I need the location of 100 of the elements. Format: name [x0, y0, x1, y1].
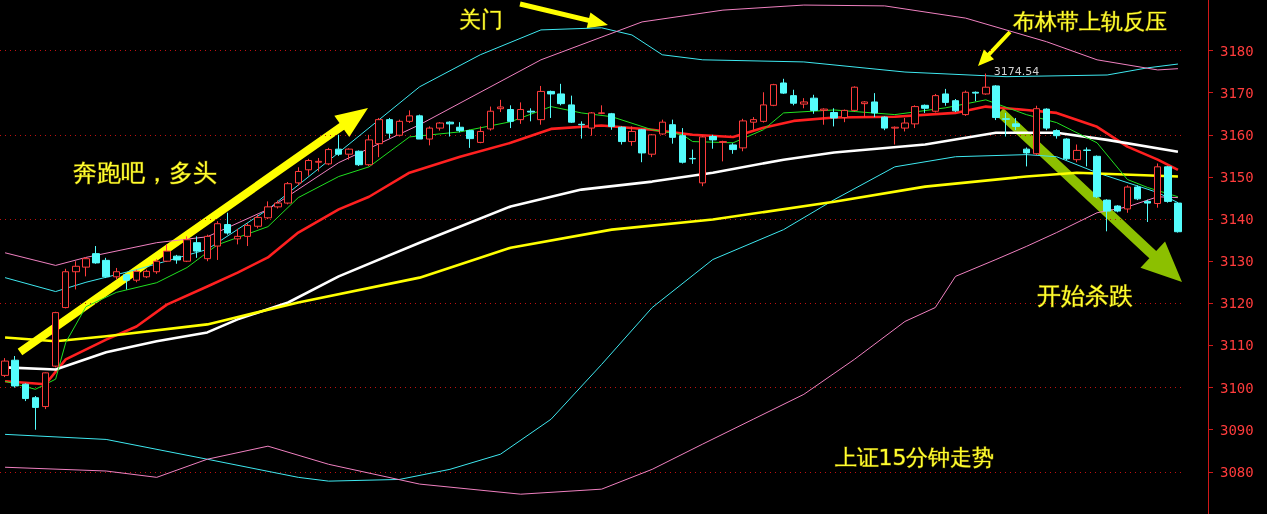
- candlestick: [204, 234, 211, 262]
- candlestick: [982, 73, 990, 96]
- candlestick: [1114, 204, 1121, 213]
- line-series: [4, 154, 1179, 482]
- candlestick: [477, 125, 484, 144]
- candlestick: [851, 85, 858, 113]
- annotation: 关门: [458, 7, 503, 32]
- candlestick: [1063, 137, 1070, 161]
- candlestick: [537, 85, 545, 126]
- candlestick: [305, 158, 312, 177]
- candlestick: [790, 89, 797, 106]
- candlestick: [507, 104, 514, 129]
- candlestick: [244, 222, 251, 247]
- candlestick: [1012, 117, 1020, 131]
- candlestick: [1103, 198, 1111, 232]
- candlestick: [52, 311, 59, 368]
- candlestick: [345, 147, 353, 161]
- y-tick-label: 3150: [1220, 168, 1254, 185]
- candlestick: [224, 212, 231, 236]
- candlestick: [608, 112, 615, 131]
- candlestick: [871, 92, 878, 118]
- candlestick: [1144, 199, 1151, 223]
- y-tick-label: 3170: [1220, 84, 1254, 101]
- candlestick: [1174, 201, 1182, 234]
- candlestick: [547, 90, 555, 119]
- line-series: [4, 196, 1179, 495]
- candlestick: [102, 257, 110, 279]
- candlestick: [911, 104, 919, 129]
- candlestick: [82, 256, 90, 277]
- candlestick: [679, 127, 686, 164]
- candlestick: [568, 95, 575, 124]
- candlestick: [780, 78, 787, 95]
- candlestick: [628, 125, 636, 147]
- candlestick: [254, 214, 262, 229]
- candlestick: [1053, 128, 1060, 140]
- candlestick: [578, 120, 585, 140]
- candlestick: [760, 91, 767, 124]
- candlestick: [1124, 184, 1131, 214]
- candlestick: [689, 149, 696, 165]
- candlestick: [497, 99, 504, 113]
- candlestick: [1093, 154, 1101, 199]
- candlestick: [699, 135, 706, 187]
- candlestick: [942, 88, 949, 107]
- candlestick: [1164, 165, 1172, 204]
- candlestick: [456, 121, 464, 133]
- candlestick: [648, 133, 656, 158]
- candlestick: [952, 98, 959, 113]
- candlestick: [11, 355, 19, 389]
- candlestick: [1023, 146, 1030, 167]
- candlestick: [1043, 107, 1050, 131]
- candlestick: [588, 111, 595, 137]
- candlestick: [598, 104, 605, 115]
- candlestick: [962, 90, 969, 117]
- candlestick: [335, 134, 342, 157]
- candlestick: [638, 128, 646, 163]
- candlestick: [659, 119, 666, 136]
- candlestick: [436, 121, 444, 132]
- annotation: 奔跑吧，多头: [72, 158, 217, 187]
- candlestick: [557, 83, 565, 106]
- y-tick-label: 3090: [1220, 421, 1254, 438]
- y-tick-label: 3140: [1220, 211, 1254, 228]
- y-tick-label: 3100: [1220, 379, 1254, 396]
- annotation: 布林带上轨反压: [1012, 9, 1167, 34]
- candlestick: [739, 118, 747, 152]
- candlestick: [729, 142, 737, 155]
- candlestick: [274, 200, 282, 210]
- candlestick: [42, 371, 49, 410]
- candlestick: [810, 94, 818, 115]
- candlestick: [820, 107, 828, 126]
- candlestick: [992, 84, 1000, 121]
- candlestick: [446, 120, 454, 137]
- annotation: 3174.54: [993, 64, 1040, 78]
- candlestick: [153, 258, 160, 275]
- candlestick: [214, 220, 221, 261]
- candlestick: [466, 129, 474, 149]
- candlestick: [527, 107, 535, 122]
- candlestick: [841, 109, 848, 123]
- candlestick: [123, 273, 130, 290]
- candlestick: [487, 106, 494, 132]
- candlestick: [709, 134, 717, 150]
- candlestick: [62, 268, 69, 309]
- candlestick: [1033, 105, 1040, 156]
- y-tick-label: 3130: [1220, 253, 1254, 270]
- candlestick: [32, 395, 39, 431]
- line-series: [4, 4, 1179, 266]
- candlestick: [406, 109, 413, 124]
- candlestick: [800, 97, 808, 109]
- candlestick: [173, 254, 181, 265]
- candlestick: [1154, 162, 1161, 209]
- candlestick: [143, 269, 150, 279]
- candlestick: [719, 140, 727, 162]
- candlestick: [386, 117, 393, 139]
- candlestick: [113, 267, 120, 280]
- candlestick: [1073, 144, 1081, 163]
- candlestick: [426, 125, 433, 146]
- candlestick: [1002, 112, 1010, 137]
- candlestick: [92, 245, 100, 265]
- candlestick: [972, 90, 979, 102]
- candlestick: [315, 157, 322, 172]
- y-tick-label: 3160: [1220, 126, 1254, 143]
